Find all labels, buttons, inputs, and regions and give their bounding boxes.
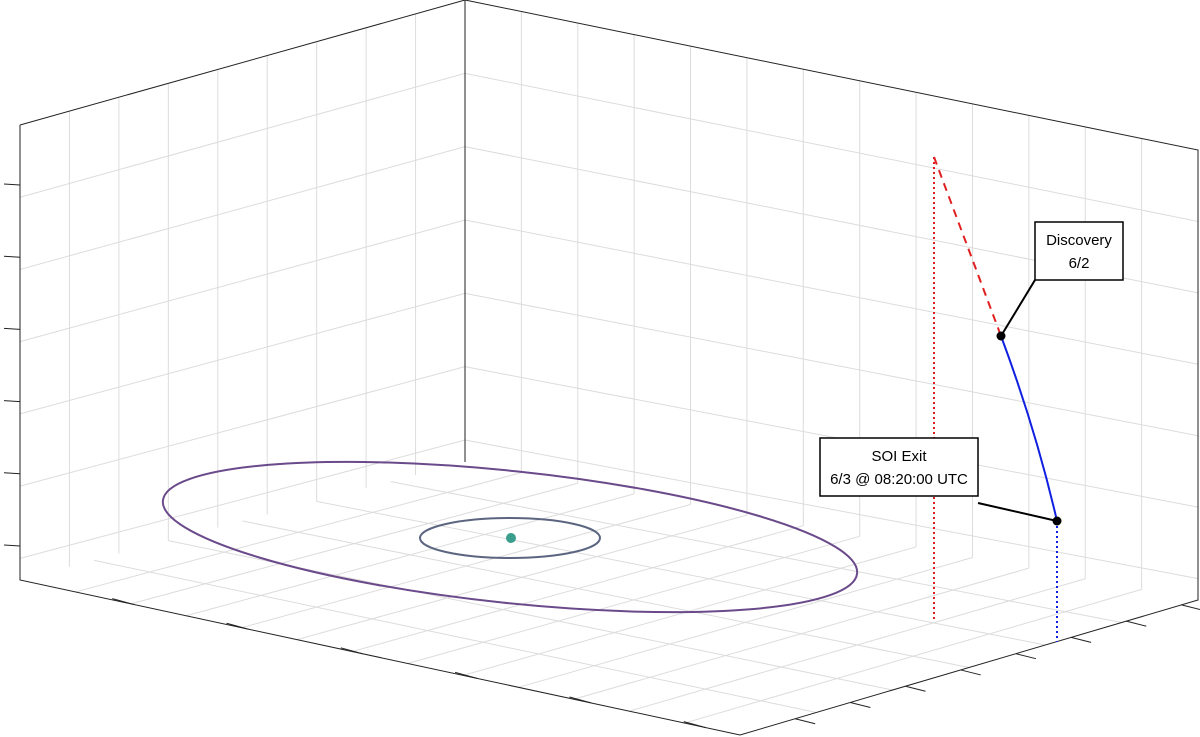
tick-mark — [1015, 653, 1037, 660]
grid-line — [94, 559, 817, 713]
orbits — [161, 460, 859, 614]
callout-text: SOI Exit — [871, 448, 927, 465]
tick-mark — [3, 183, 21, 186]
grid-line — [75, 472, 522, 593]
grid-line — [464, 72, 1199, 222]
grid-line — [573, 567, 1029, 700]
tick-mark — [683, 721, 706, 729]
grid-line — [19, 439, 466, 559]
tick-mark — [960, 669, 981, 676]
tick-mark — [455, 671, 478, 679]
grid-line — [19, 292, 466, 415]
callout-box — [1034, 221, 1124, 281]
central-body — [506, 533, 516, 543]
grid-line — [464, 219, 1199, 365]
grid-line — [130, 482, 578, 605]
tick-mark — [1181, 604, 1200, 611]
leader-line — [1000, 279, 1036, 337]
outer-orbit — [161, 460, 859, 614]
tick-mark — [112, 598, 135, 606]
tick-mark — [3, 544, 21, 547]
callout-text: 6/3 @ 08:20:00 UTC — [830, 471, 968, 488]
tick-mark — [569, 696, 592, 704]
tick-mark — [226, 622, 249, 630]
tick-mark — [1126, 620, 1147, 627]
grid-line — [390, 481, 1122, 623]
grid-line — [242, 520, 970, 668]
callout-text: 6/2 — [1069, 255, 1090, 272]
grid-line — [684, 588, 1142, 724]
callout-box — [819, 437, 979, 497]
grid-line — [352, 525, 804, 653]
grid-line — [296, 514, 748, 641]
discovery-point — [996, 331, 1006, 341]
tick-mark — [905, 685, 926, 692]
tick-mark — [340, 647, 363, 655]
inner-orbit — [419, 517, 601, 559]
tick-mark — [3, 255, 21, 258]
grid — [19, 11, 1199, 724]
grid-line — [464, 366, 1199, 508]
grid-line — [19, 72, 466, 198]
grid-line — [629, 578, 1086, 712]
tick-mark — [3, 472, 21, 475]
tick-mark — [3, 400, 21, 403]
grid-line — [19, 219, 466, 343]
grid-line — [241, 503, 691, 629]
tick-mark — [795, 718, 816, 725]
grid-line — [518, 557, 973, 688]
grid-line — [19, 366, 466, 487]
box-outline — [19, 0, 1199, 736]
ticks — [3, 183, 1200, 729]
tick-mark — [850, 701, 871, 708]
grid-line — [316, 500, 1046, 646]
grid-line — [407, 535, 860, 664]
callout-text: Discovery — [1046, 232, 1112, 249]
predicted-path — [933, 156, 1002, 337]
grid-line — [19, 146, 466, 270]
grid-line — [464, 439, 1199, 580]
tick-mark — [3, 327, 21, 330]
grid-line — [464, 292, 1199, 437]
trajectory — [1000, 335, 1058, 522]
grid-line — [186, 493, 635, 617]
box-edges — [19, 0, 1199, 736]
leader-line — [977, 502, 1058, 522]
tick-mark — [1070, 636, 1092, 643]
soi-exit-point — [1052, 516, 1062, 526]
